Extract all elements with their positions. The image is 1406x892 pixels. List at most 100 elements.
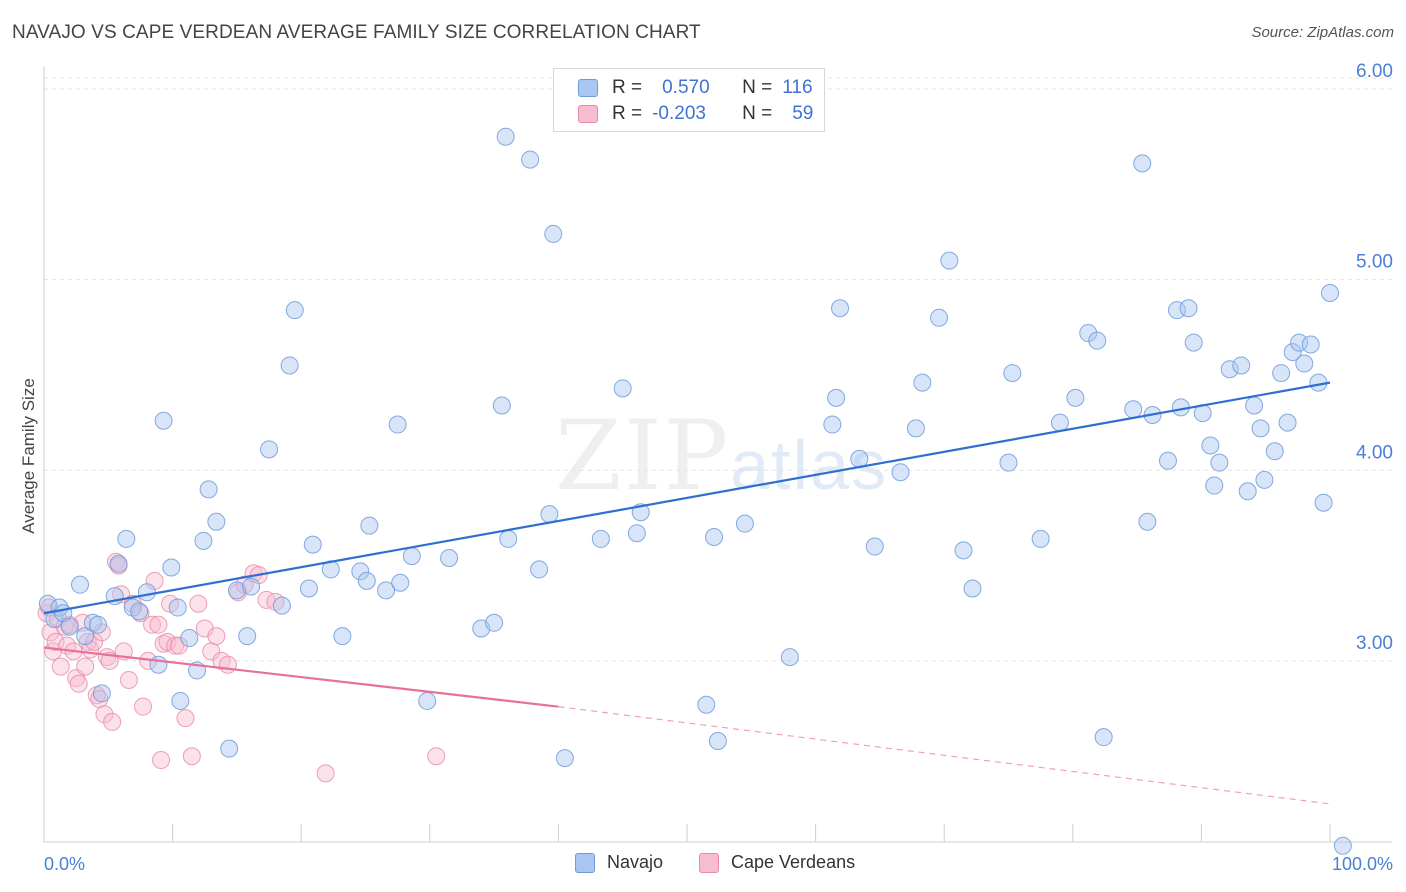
navajo-point	[1124, 400, 1143, 419]
navajo-point	[1301, 335, 1320, 354]
legend-row-cape: R = -0.203 N = 59	[578, 101, 813, 127]
navajo-r-label: R =	[612, 77, 643, 98]
navajo-point	[137, 583, 156, 602]
legend-item-cape: Cape Verdeans	[699, 852, 855, 873]
navajo-point	[109, 554, 128, 573]
y-tick-label: 6.00	[1356, 61, 1393, 82]
navajo-point	[199, 480, 218, 499]
chart-title: NAVAJO VS CAPE VERDEAN AVERAGE FAMILY SI…	[12, 22, 701, 43]
navajo-point	[906, 419, 925, 438]
cape-verdean-point	[103, 712, 122, 731]
navajo-point	[496, 127, 515, 146]
navajo-point	[1220, 360, 1239, 379]
cape-verdean-trend-extension	[558, 706, 1331, 805]
navajo-point	[891, 463, 910, 482]
navajo-point	[280, 356, 299, 375]
navajo-point	[154, 411, 173, 430]
cape-verdean-point	[51, 657, 70, 676]
navajo-point	[1278, 413, 1297, 432]
navajo-point	[357, 571, 376, 590]
navajo-point	[1066, 388, 1085, 407]
cape-verdean-point	[207, 627, 226, 646]
axes: 3.00 4.00 5.00 6.00 0.0% 100.0%	[43, 61, 1393, 874]
cape-verdean-point	[427, 747, 446, 766]
navajo-point	[1290, 333, 1309, 352]
legend-row-navajo: R = 0.570 N = 116	[578, 75, 813, 101]
cape-verdean-point	[316, 764, 335, 783]
navajo-point	[360, 516, 379, 535]
cape-r-label: R =	[612, 103, 643, 124]
cape-n-value: 59	[792, 103, 814, 124]
navajo-point	[1295, 354, 1314, 373]
navajo-point	[544, 224, 563, 243]
trend-lines	[43, 381, 1331, 805]
navajo-points	[38, 127, 1352, 855]
navajo-point	[227, 581, 246, 600]
navajo-point	[627, 524, 646, 543]
cape-verdean-point	[176, 709, 195, 728]
navajo-point	[850, 449, 869, 468]
navajo-point	[1133, 154, 1152, 173]
navajo-point	[1003, 364, 1022, 383]
navajo-point	[1245, 396, 1264, 415]
navajo-point	[242, 577, 261, 596]
navajo-point	[1138, 512, 1157, 531]
navajo-point	[492, 396, 511, 415]
y-tick-label: 3.00	[1356, 633, 1393, 654]
navajo-point	[285, 301, 304, 320]
navajo-point	[418, 691, 437, 710]
navajo-point	[1050, 413, 1069, 432]
navajo-point	[697, 695, 716, 714]
navajo-point	[1283, 343, 1302, 362]
cape-verdean-point	[76, 657, 95, 676]
cape-verdean-point	[69, 674, 88, 693]
navajo-point	[440, 548, 459, 567]
cape-verdean-point	[189, 594, 208, 613]
navajo-point	[1333, 836, 1352, 855]
navajo-n-label: N =	[742, 77, 773, 98]
navajo-point	[913, 373, 932, 392]
navajo-point	[827, 388, 846, 407]
navajo-point	[168, 598, 187, 617]
navajo-point	[92, 684, 111, 703]
navajo-point	[117, 529, 136, 548]
navajo-point	[1205, 476, 1224, 495]
navajo-point	[540, 505, 559, 524]
navajo-point	[1232, 356, 1251, 375]
navajo-point	[963, 579, 982, 598]
y-axis-label: Average Family Size	[19, 378, 38, 534]
navajo-point	[705, 528, 724, 547]
cape-verdean-point	[182, 747, 201, 766]
navajo-point	[238, 627, 257, 646]
cape-verdean-trend-line	[43, 646, 559, 708]
navajo-point	[499, 529, 518, 548]
navajo-point	[831, 299, 850, 318]
navajo-point	[260, 440, 279, 459]
navajo-point	[303, 535, 322, 554]
navajo-point	[60, 617, 79, 636]
navajo-point	[333, 627, 352, 646]
navajo-point	[89, 615, 108, 634]
cape-verdean-point	[170, 636, 189, 655]
legend-item-navajo: Navajo	[575, 852, 663, 873]
navajo-legend-label: Navajo	[607, 852, 664, 872]
navajo-point	[1088, 331, 1107, 350]
navajo-point	[954, 541, 973, 560]
navajo-point	[180, 629, 199, 648]
navajo-point	[1321, 284, 1339, 303]
navajo-point	[521, 150, 540, 169]
cape-legend-label: Cape Verdeans	[731, 852, 856, 872]
cape-verdean-point	[152, 751, 171, 770]
navajo-point	[1184, 333, 1203, 352]
navajo-point	[1031, 529, 1050, 548]
navajo-point	[220, 739, 239, 758]
navajo-point	[1251, 419, 1270, 438]
navajo-point	[1265, 442, 1284, 461]
navajo-point	[1201, 436, 1220, 455]
navajo-point	[1158, 451, 1177, 470]
navajo-point	[1094, 728, 1113, 747]
navajo-point	[194, 531, 213, 550]
navajo-point	[823, 415, 842, 434]
navajo-point	[299, 579, 318, 598]
